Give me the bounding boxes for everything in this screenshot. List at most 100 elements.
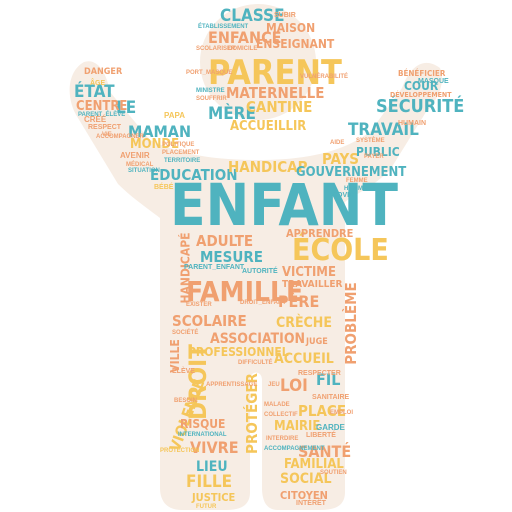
word-souffrir: SOUFFRIR	[196, 96, 227, 102]
word-accompagnement: ACCOMPAGNEMENT	[264, 446, 325, 452]
word-citoyen: CITOYEN	[280, 489, 328, 502]
word-avenir: AVENIR	[120, 151, 150, 160]
word-bebe: BÉBÉ	[154, 184, 174, 191]
word-payer: PAYER	[364, 154, 384, 160]
word-ministre: MINISTRE	[196, 88, 225, 94]
word-enfant: ENFANT	[170, 171, 398, 239]
word-beneficier: BÉNÉFICIER	[398, 69, 446, 78]
word-medical: MÉDICAL	[126, 162, 154, 168]
word-securite: SÉCURITÉ	[376, 96, 465, 117]
word-scolaire: SCOLAIRE	[172, 312, 247, 330]
word-probleme: PROBLÈME	[341, 282, 360, 365]
word-parent-enfant: PARENT_ENFANT	[184, 264, 245, 271]
word-mere: MÈRE	[208, 104, 256, 124]
word-maison: MAISON	[266, 21, 316, 35]
word-papa: PAPA	[164, 111, 186, 120]
word-interet: INTÉRÊT	[296, 500, 326, 507]
word-professionnel: PROFESSIONNEL	[188, 345, 289, 359]
word-vulnerabilite: VULNÉRABILITÉ	[300, 74, 348, 80]
word-humain: HUMAIN	[398, 120, 426, 127]
word-education: EDUCATION	[150, 166, 238, 184]
word-difficulte: DIFFICULTÉ	[238, 360, 273, 366]
word-femme: FEMME	[346, 178, 368, 184]
word-garde: GARDE	[316, 423, 345, 432]
word-liberte: LIBERTÉ	[306, 432, 336, 439]
word-parent: PARENT	[208, 53, 342, 93]
word-ecole: ÉCOLE	[292, 233, 389, 268]
word-societe: SOCIÉTÉ	[172, 330, 199, 336]
word-apprendre: APPRENDRE	[286, 227, 354, 240]
word-respect: RESPECT	[88, 124, 122, 131]
word-developpement: DÉVELOPPEMENT	[390, 91, 452, 99]
word-emploi: EMPLOI	[330, 410, 354, 416]
word-etablissement: ÉTABLISSEMENT	[198, 24, 249, 30]
word-familial: FAMILIAL	[284, 457, 344, 472]
word-systeme: SYSTÈME	[356, 138, 385, 144]
word-accompagner: ACCOMPAGNER	[96, 134, 144, 140]
word-cantine: CANTINE	[246, 98, 313, 116]
word-scolariser: SCOLARISER	[196, 46, 236, 52]
word-fille: FILLE	[186, 472, 233, 492]
word-maternelle: MATERNELLE	[226, 84, 325, 102]
word-vivre: VIVRE	[190, 438, 239, 457]
word-famille: FAMILLE	[186, 275, 304, 308]
word-aide: AIDE	[330, 140, 345, 146]
word-enfance: ENFANCE	[208, 28, 282, 47]
word-autorite: AUTORITÉ	[242, 268, 278, 275]
word-subir: SUBIR	[274, 12, 296, 19]
word-association: ASSOCIATION	[210, 331, 306, 347]
word-accueillir: ACCUEILLIR	[230, 119, 307, 134]
word-victime: VICTIME	[282, 265, 336, 280]
word-loi: LOI	[280, 376, 308, 396]
word-accueil: ACCUEIL	[274, 351, 334, 367]
word-territoire: TERRITOIRE	[164, 158, 201, 164]
word-le: LE	[116, 98, 137, 118]
word-vie: VIE	[102, 132, 112, 138]
word-placement: PLACEMENT	[162, 150, 200, 156]
word-masque: MASQUE	[418, 78, 449, 85]
word-covid: COVID	[332, 192, 355, 199]
word-lieu: LIEU	[196, 459, 228, 475]
word-monde: MONDE	[130, 137, 180, 152]
word-futur: FUTUR	[196, 504, 217, 510]
word-pays: PAYS	[322, 150, 360, 168]
word-apprentissage: APPRENTISSAGE	[206, 382, 258, 388]
word-centre: CENTRE	[76, 99, 128, 114]
word-mairie: MAIRIE	[274, 419, 321, 434]
word-social: SOCIAL	[280, 471, 332, 487]
word-enseignant: ENSEIGNANT	[256, 37, 335, 51]
word-eleve: ÉLÈVE	[172, 368, 195, 375]
word-adulte: ADULTE	[196, 232, 254, 250]
word-travailler: TRAVAILLER	[282, 279, 343, 290]
word-place: PLACE	[298, 402, 347, 420]
word-gouvernement: GOUVERNEMENT	[296, 165, 407, 180]
word-jeu: JEU	[268, 382, 280, 388]
word-etat: ÉTAT	[74, 82, 115, 102]
word-port-masque: PORT_MASQUE	[186, 70, 233, 76]
word-maman: MAMAN	[128, 122, 191, 141]
word-public: PUBLIC	[356, 145, 400, 159]
word-cour: COUR	[404, 79, 439, 93]
word-fil: FIL	[316, 370, 341, 389]
word-exister: EXISTER	[186, 302, 212, 308]
word-sanitaire: SANITAIRE	[312, 394, 350, 401]
word-situation: SITUATION	[128, 168, 160, 174]
word-risque: RISQUE	[180, 417, 226, 431]
word-international: INTERNATIONAL	[178, 432, 227, 438]
word-collectif: COLLECTIF	[264, 412, 298, 418]
word-travail: TRAVAIL	[348, 120, 419, 140]
word-besoin: BESOIN	[174, 398, 198, 404]
word-creche: CRÈCHE	[276, 315, 332, 331]
word-soutien: SOUTIEN	[320, 470, 347, 476]
word-danger: DANGER	[84, 67, 123, 77]
word-homme: HOMME	[344, 186, 367, 192]
word-handicap: HANDICAP	[228, 158, 308, 176]
word-politique: POLITIQUE	[162, 142, 195, 148]
word-cree: CRÉÉ	[84, 115, 107, 124]
word-juge: JUGE	[306, 337, 328, 347]
word-droit-enfant: DROIT_ENFANT	[240, 300, 287, 306]
word-age: ÂGE	[90, 80, 106, 87]
word-respecter: RESPECTER	[298, 370, 341, 377]
